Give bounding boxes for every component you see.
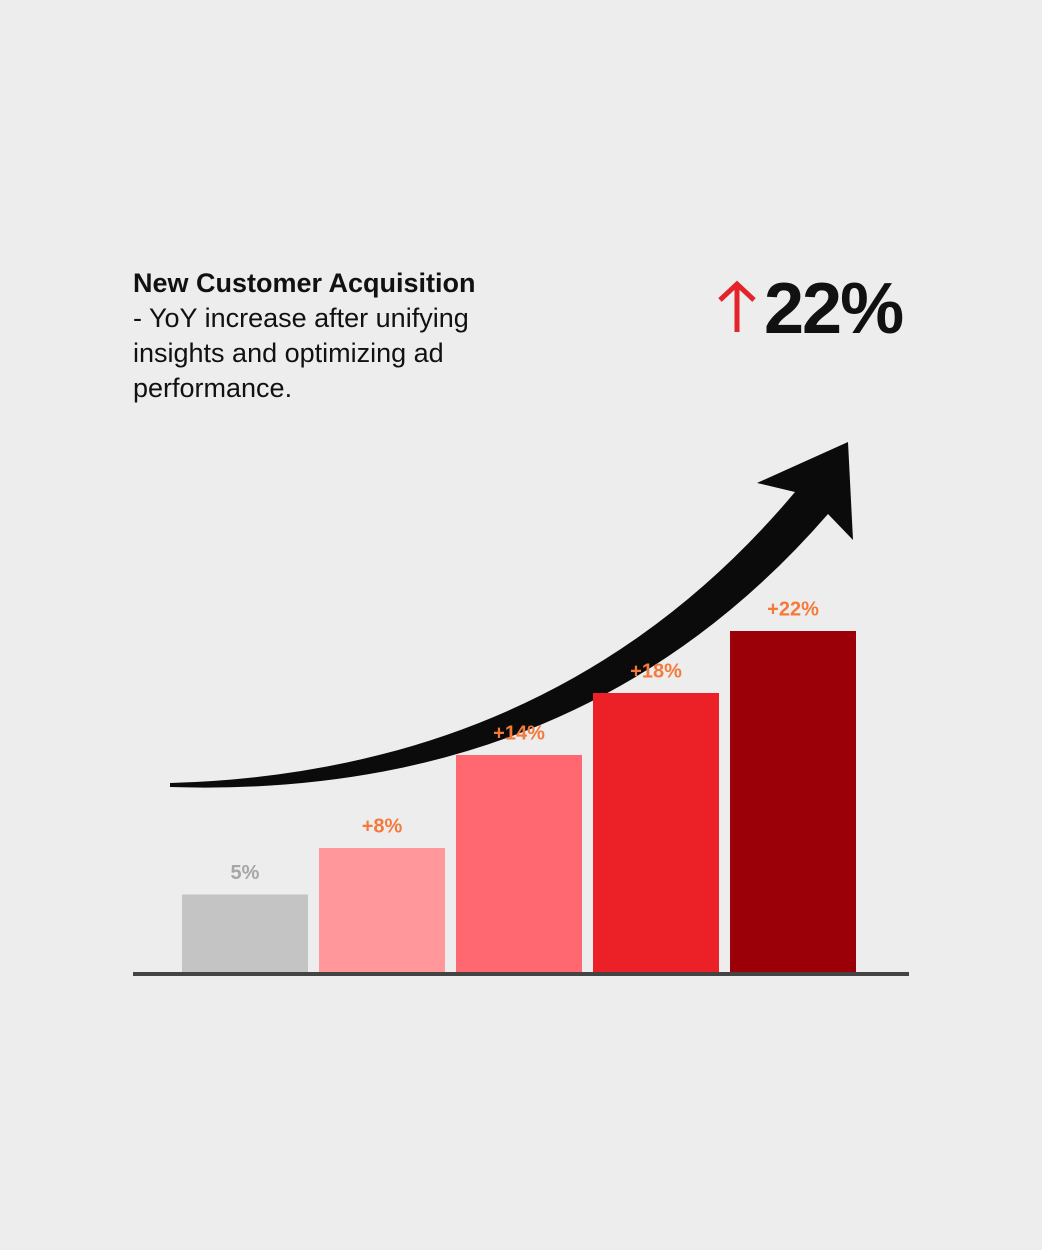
bar <box>456 755 582 972</box>
value-label: +14% <box>493 722 545 744</box>
value-label: +22% <box>767 598 819 620</box>
bar <box>319 848 445 972</box>
description: New Customer Acquisition - YoY increase … <box>133 266 483 406</box>
bar <box>730 631 856 972</box>
description-text: - YoY increase after unifying insights a… <box>133 303 469 403</box>
value-label: 5% <box>231 862 260 884</box>
up-arrow-icon <box>718 280 756 332</box>
description-title: New Customer Acquisition <box>133 268 476 298</box>
bar <box>593 693 719 972</box>
value-label: +8% <box>362 815 403 837</box>
growth-arrow <box>170 442 853 788</box>
highlight-value: 22% <box>764 269 904 349</box>
bar <box>182 894 308 972</box>
value-label: +18% <box>630 660 682 682</box>
